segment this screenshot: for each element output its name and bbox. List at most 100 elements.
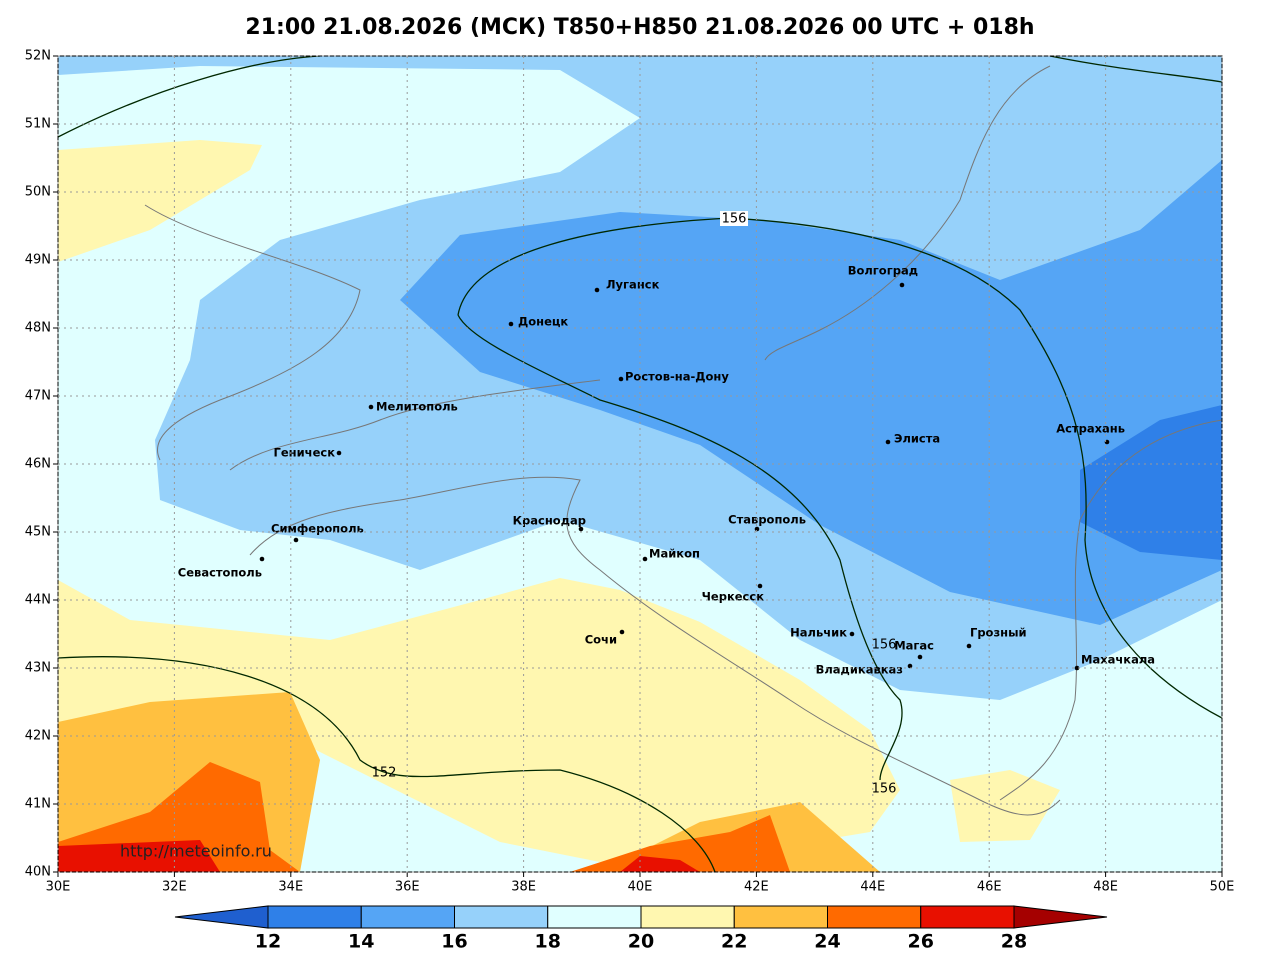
city-dot bbox=[966, 643, 972, 649]
city-dot bbox=[293, 537, 299, 543]
borders bbox=[144, 65, 1222, 816]
y-tick-label: 51N bbox=[25, 117, 51, 132]
x-tick-label: 44E bbox=[860, 880, 885, 895]
colorbar-label: 26 bbox=[908, 931, 934, 953]
city-dot bbox=[336, 450, 342, 456]
x-tick-label: 32E bbox=[162, 880, 187, 895]
city-label: Сочи bbox=[585, 633, 617, 647]
colorbar-label: 22 bbox=[721, 931, 747, 953]
colorbar-label: 28 bbox=[1001, 931, 1027, 953]
city-label: Грозный bbox=[970, 626, 1027, 640]
city-label: Ставрополь bbox=[728, 513, 806, 527]
colorbar-label: 12 bbox=[255, 931, 281, 953]
colorbar-label: 16 bbox=[441, 931, 467, 953]
colorbar-box bbox=[920, 905, 1015, 929]
x-tick-label: 34E bbox=[278, 880, 303, 895]
colorbar-box bbox=[360, 905, 455, 929]
colorbar-label: 20 bbox=[628, 931, 654, 953]
city-label: Мелитополь bbox=[376, 400, 458, 414]
contour-label: 152 bbox=[372, 766, 397, 781]
temperature-area bbox=[400, 160, 1222, 625]
x-tick-label: 30E bbox=[46, 880, 71, 895]
city-label: Луганск bbox=[606, 278, 660, 292]
city-dot bbox=[618, 376, 624, 382]
x-tick-label: 50E bbox=[1210, 880, 1235, 895]
temperature-area bbox=[58, 840, 220, 872]
colorbar-box bbox=[640, 905, 735, 929]
contour-label: 156 bbox=[872, 782, 897, 797]
city-label: Махачкала bbox=[1081, 653, 1155, 667]
y-tick-label: 50N bbox=[25, 185, 51, 200]
temperature-area bbox=[58, 578, 900, 862]
city-label: Донецк bbox=[518, 315, 568, 329]
y-tick-label: 40N bbox=[25, 865, 51, 880]
temperature-area bbox=[1080, 405, 1222, 560]
y-tick-label: 46N bbox=[25, 457, 51, 472]
y-tick-label: 43N bbox=[25, 661, 51, 676]
colorbar-label: 18 bbox=[535, 931, 561, 953]
y-tick-label: 49N bbox=[25, 253, 51, 268]
colorbar-label: 14 bbox=[348, 931, 374, 953]
colorbar-box bbox=[267, 905, 362, 929]
city-dot bbox=[885, 439, 891, 445]
cities: Луганск Донецк Волгоград Ростов-на-Дону Мели… bbox=[178, 264, 1155, 677]
city-dot bbox=[917, 654, 923, 660]
map-title: 21:00 21.08.2026 (МСК) T850+H850 21.08.2… bbox=[245, 15, 1034, 40]
city-dot bbox=[849, 631, 855, 637]
city-dot bbox=[642, 556, 648, 562]
city-label: Астрахань bbox=[1056, 422, 1125, 436]
city-label: Элиста bbox=[894, 432, 940, 446]
colorbar-box bbox=[827, 905, 922, 929]
city-label: Черкесск bbox=[702, 590, 765, 604]
city-dot bbox=[899, 282, 905, 288]
temperature-area bbox=[58, 140, 262, 262]
temperature-area bbox=[950, 770, 1060, 842]
city-dot bbox=[754, 526, 760, 532]
city-dot bbox=[259, 556, 265, 562]
x-tick-label: 40E bbox=[628, 880, 653, 895]
contour-label: 156 bbox=[872, 638, 897, 653]
city-dot bbox=[578, 526, 584, 532]
colorbar-box bbox=[454, 905, 549, 929]
city-dot bbox=[508, 321, 514, 327]
city-dot bbox=[368, 404, 374, 410]
x-tick-label: 46E bbox=[977, 880, 1002, 895]
colorbar-box bbox=[547, 905, 642, 929]
x-tick-label: 48E bbox=[1093, 880, 1118, 895]
y-tick-label: 44N bbox=[25, 593, 51, 608]
x-tick-label: 38E bbox=[511, 880, 536, 895]
colorbar-box bbox=[733, 905, 828, 929]
colorbar-extend bbox=[174, 905, 269, 929]
y-tick-label: 48N bbox=[25, 321, 51, 336]
city-label: Нальчик bbox=[790, 626, 847, 640]
city-dot bbox=[757, 583, 763, 589]
city-label: Симферополь bbox=[271, 522, 364, 536]
city-label: Ростов-на-Дону bbox=[625, 370, 729, 384]
city-dot bbox=[1074, 665, 1080, 671]
city-label: Магас bbox=[894, 639, 934, 653]
contours bbox=[58, 56, 1222, 872]
colorbar-label: 24 bbox=[814, 931, 840, 953]
y-tick-label: 47N bbox=[25, 389, 51, 404]
city-label: Майкоп bbox=[649, 547, 700, 561]
y-tick-label: 41N bbox=[25, 797, 51, 812]
city-label: Севастополь bbox=[178, 566, 262, 580]
city-label: Волгоград bbox=[848, 264, 918, 278]
city-label: Геническ bbox=[274, 446, 336, 460]
city-label: Владикавказ bbox=[816, 663, 903, 677]
x-tick-label: 42E bbox=[744, 880, 769, 895]
city-label: Краснодар bbox=[513, 514, 586, 528]
x-tick-label: 36E bbox=[395, 880, 420, 895]
city-dot bbox=[907, 663, 913, 669]
colorbar-extend bbox=[1013, 905, 1108, 929]
city-dot bbox=[594, 287, 600, 293]
y-tick-label: 45N bbox=[25, 525, 51, 540]
city-dot bbox=[619, 629, 625, 635]
y-tick-label: 52N bbox=[25, 49, 51, 64]
contour-labels: 156 152 156 156 bbox=[372, 211, 897, 797]
temperature-area bbox=[570, 815, 790, 872]
contour-label: 156 bbox=[722, 212, 747, 227]
y-tick-label: 42N bbox=[25, 729, 51, 744]
